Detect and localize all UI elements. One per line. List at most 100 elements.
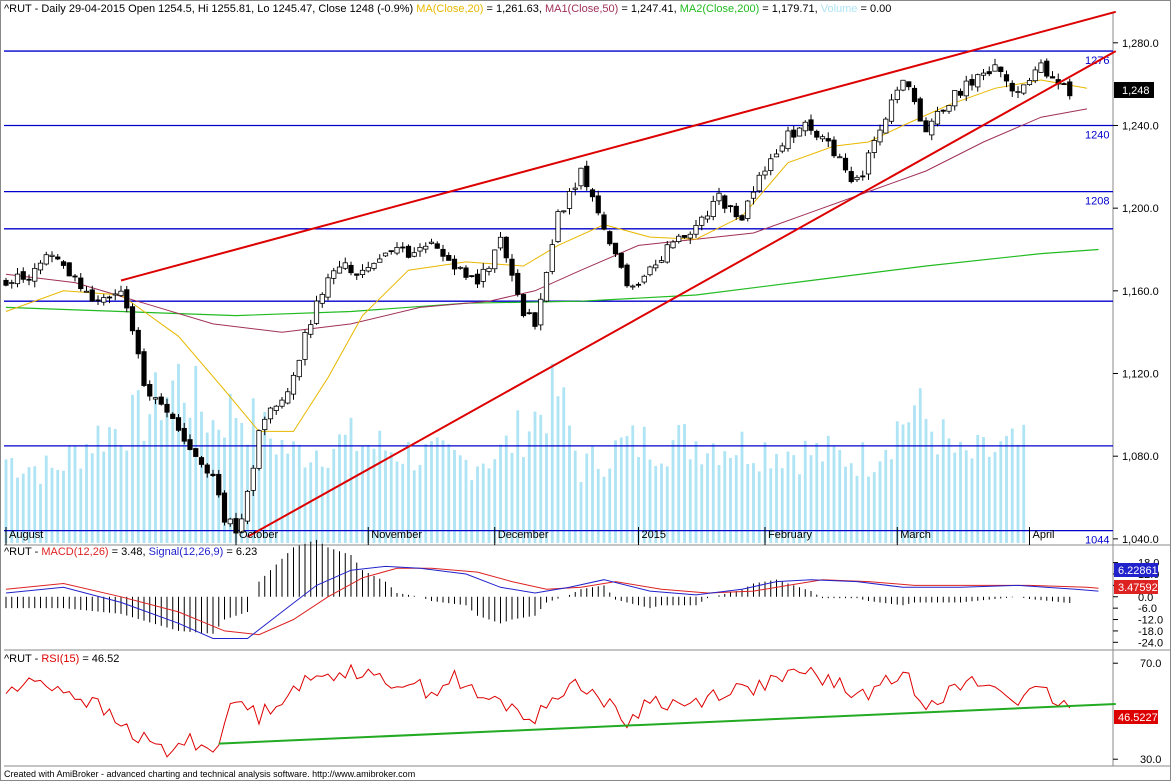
candle-body xyxy=(687,233,693,239)
candle-body xyxy=(147,384,153,397)
volume-bar xyxy=(188,417,192,543)
y-tick-label: 1,040.0 xyxy=(1122,534,1159,546)
candle-body xyxy=(319,293,325,304)
volume-bar xyxy=(136,390,140,543)
volume-bar xyxy=(918,388,922,543)
volume-bar xyxy=(62,470,65,543)
volume-bar xyxy=(407,442,410,543)
volume-bar xyxy=(21,473,25,543)
candle-body xyxy=(515,272,521,295)
macd-line xyxy=(5,565,1099,639)
candle-body xyxy=(382,252,389,257)
volume-bar xyxy=(510,452,514,543)
candle-body xyxy=(331,270,337,279)
volume-bar xyxy=(539,414,543,543)
volume-bar xyxy=(56,469,60,543)
candlesticks xyxy=(3,58,1073,534)
volume-bar xyxy=(223,437,226,543)
candle-body xyxy=(929,120,935,136)
volume-bar xyxy=(763,442,767,543)
volume-bar xyxy=(637,456,640,543)
header-symbol: ^RUT xyxy=(4,3,32,15)
volume-bar xyxy=(1005,435,1008,543)
x-tick-label: April xyxy=(1033,529,1055,541)
volume-bar xyxy=(148,414,152,543)
volume-bar xyxy=(688,459,692,543)
candle-body xyxy=(394,247,400,254)
candle-body xyxy=(135,329,141,355)
volume-bar xyxy=(476,466,479,543)
volume-bar xyxy=(901,424,905,543)
candle-body xyxy=(911,87,918,103)
candle-body xyxy=(1009,82,1015,92)
volume-bar xyxy=(424,444,428,543)
volume-bar xyxy=(44,455,48,543)
candle-body xyxy=(66,262,72,277)
volume-bar xyxy=(792,455,796,543)
candle-body xyxy=(124,289,130,309)
candle-body xyxy=(1044,60,1050,77)
candle-body xyxy=(469,275,475,278)
candle-body xyxy=(198,457,205,465)
volume-bar xyxy=(73,445,77,543)
rsi-value-tag: 46.5227 xyxy=(1118,712,1158,724)
candle-body xyxy=(934,111,941,125)
signal-value-box xyxy=(1114,580,1158,594)
candle-body xyxy=(791,129,797,138)
candle-body xyxy=(170,413,176,419)
candle-body xyxy=(302,332,308,360)
volume-bar xyxy=(50,467,54,543)
candle-body xyxy=(1032,69,1038,82)
volume-bar xyxy=(286,453,290,543)
volume-bar xyxy=(924,419,928,543)
candle-body xyxy=(377,258,383,263)
candle-body xyxy=(313,300,320,324)
candle-body xyxy=(865,152,872,175)
macd-prefix: ^RUT - xyxy=(4,546,41,558)
trend-channel xyxy=(120,10,1117,538)
volume-bar xyxy=(660,463,663,543)
candle-body xyxy=(451,258,458,270)
volume-bar xyxy=(740,431,744,543)
candle-body xyxy=(584,165,590,188)
volume-bar xyxy=(999,441,1003,543)
volume-bar xyxy=(79,468,83,543)
volume-bar xyxy=(1022,424,1026,543)
volume-bar xyxy=(642,426,646,543)
candle-body xyxy=(831,139,837,157)
volume-bar xyxy=(573,450,577,543)
last-price-box xyxy=(1114,82,1154,98)
volume-bar xyxy=(85,444,88,543)
volume-bar xyxy=(16,477,19,543)
volume-bar xyxy=(338,434,341,543)
candle-body xyxy=(883,118,889,134)
candle-body xyxy=(906,81,912,88)
volume-bar xyxy=(39,483,42,543)
candle-body xyxy=(952,90,958,107)
volume-bar xyxy=(292,441,295,543)
volume-bar xyxy=(683,424,686,543)
price-y-axis: 1,280.0 1,240.0 1,200.0 1,160.0 1,120.0 1,080… xyxy=(1113,38,1159,546)
candle-body xyxy=(354,273,360,276)
volume-bar xyxy=(441,440,445,543)
volume-bar xyxy=(596,468,600,543)
volume-bar xyxy=(936,454,939,543)
candle-body xyxy=(877,129,883,143)
volume-bar xyxy=(608,468,612,543)
candle-body xyxy=(693,225,699,235)
volume-bar xyxy=(453,449,456,543)
volume-bar xyxy=(625,436,629,543)
candle-body xyxy=(446,255,452,261)
candle-body xyxy=(716,192,722,202)
volume-bar xyxy=(182,402,186,543)
volume-bar xyxy=(234,418,238,543)
macd-y-tick-label: -24.0 xyxy=(1138,637,1163,649)
candle-body xyxy=(365,267,371,272)
volume-bar xyxy=(435,437,439,543)
volume-bar xyxy=(884,449,888,543)
candle-body xyxy=(106,296,113,299)
candle-body xyxy=(986,71,992,75)
header-ma200-label: MA2(Close,200) xyxy=(680,3,759,15)
candle-body xyxy=(589,189,596,198)
volume-bar xyxy=(228,393,232,543)
